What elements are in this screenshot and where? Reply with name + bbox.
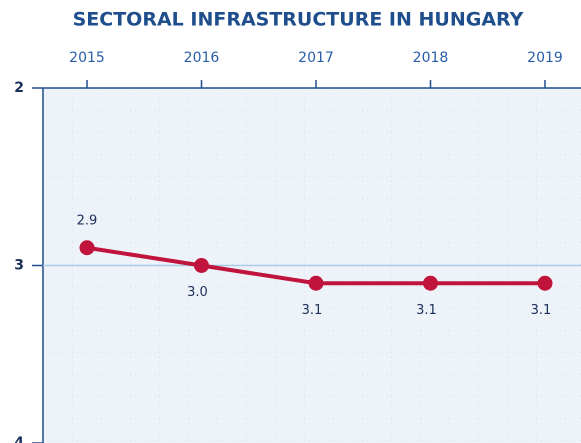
marker [194, 258, 209, 273]
marker [308, 275, 324, 291]
x-tick-label: 2016 [184, 50, 220, 66]
value-label: 2.9 [77, 213, 98, 228]
x-tick-label: 2018 [413, 50, 449, 66]
marker [423, 275, 438, 291]
value-label: 3.0 [187, 285, 208, 300]
y-tick-label: 4 [14, 435, 24, 443]
y-tick-label: 2 [14, 80, 24, 96]
x-tick-label: 2019 [527, 50, 563, 66]
x-tick-label: 2015 [69, 50, 105, 66]
marker [79, 240, 95, 256]
value-label: 3.1 [416, 303, 437, 318]
value-label: 3.1 [531, 303, 552, 318]
value-label: 3.1 [302, 303, 323, 318]
x-tick-label: 2017 [298, 50, 334, 66]
chart-title: SECTORAL INFRASTRUCTURE IN HUNGARY [73, 9, 524, 31]
y-tick-label: 3 [14, 258, 24, 274]
marker [537, 275, 553, 291]
